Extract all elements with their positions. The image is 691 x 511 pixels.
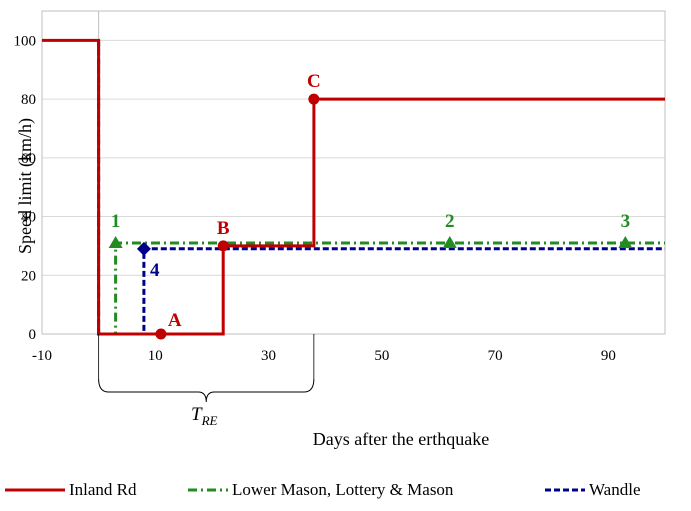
series-lines bbox=[42, 38, 665, 336]
annotation-label-3: 3 bbox=[621, 211, 631, 232]
interval-label: TRE bbox=[191, 404, 218, 428]
x-tick-label: 10 bbox=[148, 348, 163, 364]
legend-label-1: Lower Mason, Lottery & Mason bbox=[232, 480, 454, 499]
y-tick-label: 80 bbox=[21, 92, 36, 108]
annotation-label-A: A bbox=[168, 310, 182, 331]
legend-label-2: Wandle bbox=[589, 480, 641, 499]
annotation-label-4: 4 bbox=[150, 260, 160, 281]
tick-labels: 0 20 40 60 80 100 -10 10 30 50 70 90 bbox=[14, 33, 616, 364]
annotation-label-1: 1 bbox=[111, 211, 121, 232]
y-tick-label: 0 bbox=[29, 327, 37, 343]
marker-A bbox=[155, 328, 167, 340]
interval-brace: TRE bbox=[98, 334, 315, 428]
x-tick-label: 90 bbox=[601, 348, 616, 364]
interval-brace-shape bbox=[98, 378, 315, 403]
y-tick-label: 60 bbox=[21, 151, 36, 167]
annotation-label-2: 2 bbox=[445, 211, 455, 232]
plot-frame bbox=[41, 10, 666, 335]
marker-3 bbox=[618, 235, 633, 248]
y-tick-label: 100 bbox=[14, 33, 37, 49]
legend-label-0: Inland Rd bbox=[69, 480, 137, 499]
x-tick-label: 50 bbox=[374, 348, 389, 364]
x-tick-label: 30 bbox=[261, 348, 276, 364]
x-tick-label: 70 bbox=[488, 348, 503, 364]
marker-C bbox=[308, 93, 320, 105]
annotation-markers: A B C 1 2 3 4 bbox=[108, 71, 633, 340]
x-axis-label: Days after the erthquake bbox=[313, 429, 489, 449]
marker-4 bbox=[136, 241, 151, 256]
annotation-label-C: C bbox=[307, 71, 321, 92]
marker-B bbox=[217, 240, 229, 252]
y-axis-label: Speed limit (km/h) bbox=[15, 118, 36, 254]
marker-1 bbox=[108, 235, 123, 248]
grid-lines bbox=[42, 39, 665, 276]
y-tick-label: 20 bbox=[21, 268, 36, 284]
series-line-0 bbox=[42, 38, 665, 336]
legend: Inland Rd Lower Mason, Lottery & Mason Wan… bbox=[5, 480, 641, 499]
y-tick-label: 40 bbox=[21, 210, 36, 226]
x-tick-label: -10 bbox=[32, 348, 52, 364]
annotation-label-B: B bbox=[217, 218, 230, 239]
series-line-1 bbox=[97, 40, 665, 336]
series-line-2 bbox=[97, 40, 665, 336]
marker-2 bbox=[442, 235, 457, 248]
